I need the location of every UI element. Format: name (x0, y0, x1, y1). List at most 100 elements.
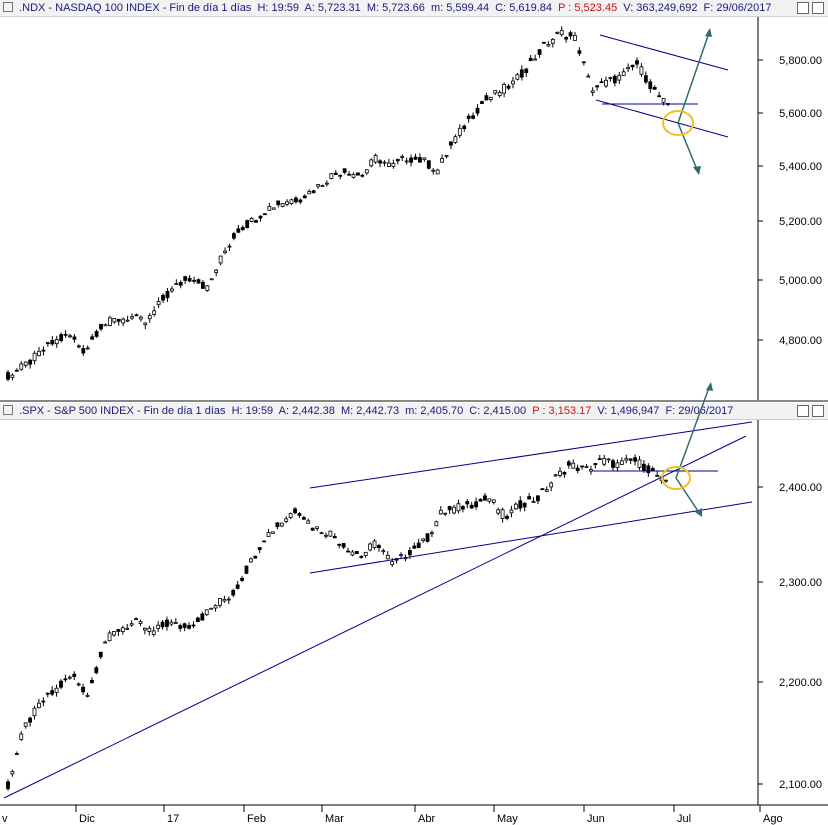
drag-handle-icon[interactable] (3, 2, 13, 12)
ndx-candle (621, 71, 626, 76)
ndx-candle (457, 127, 462, 136)
spx-candle (421, 538, 426, 542)
spx-candle (271, 531, 275, 534)
ndx-candle (413, 156, 418, 160)
spx-candle (456, 503, 461, 512)
ndx-candle (400, 156, 405, 159)
ndx-candle (356, 172, 360, 176)
spx-y-tick: 2,300.00 (779, 577, 822, 589)
ndx-candle (37, 350, 41, 357)
spx-candle (500, 509, 505, 519)
ndx-close: C: 5,619.84 (495, 2, 553, 14)
spx-candle (346, 550, 350, 553)
spx-candle (200, 613, 205, 621)
spx-candle (244, 565, 249, 574)
maximize-icon[interactable] (797, 2, 809, 14)
ndx-p: P : 5,523.45 (558, 2, 618, 14)
ndx-candle (364, 169, 369, 174)
spx-candle (324, 534, 328, 537)
ndx-candle (493, 90, 498, 94)
spx-low: m: 2,405.70 (405, 405, 464, 417)
ndx-candle (378, 160, 382, 164)
spx-candle (147, 627, 152, 632)
spx-candle (195, 617, 200, 622)
drag-handle-icon[interactable] (3, 405, 13, 415)
ndx-open: A: 5,723.31 (304, 2, 361, 14)
ndx-candle (200, 281, 205, 289)
ndx-candle (147, 315, 152, 320)
spx-candle (297, 513, 302, 516)
x-tick: Dic (79, 813, 95, 825)
ndx-candle (302, 195, 307, 199)
ndx-candle (94, 331, 99, 337)
ndx-candle (232, 233, 236, 239)
ndx-candle (294, 197, 298, 203)
ndx-candle (422, 157, 427, 160)
ndx-candle (564, 36, 569, 40)
spx-candle (452, 506, 456, 514)
ndx-candle (462, 125, 467, 130)
spx-candle (628, 458, 633, 461)
close-icon[interactable] (812, 405, 824, 417)
ndx-candle (59, 334, 64, 341)
maximize-icon[interactable] (797, 405, 809, 417)
ndx-candle (550, 38, 555, 44)
close-icon[interactable] (812, 2, 824, 14)
ndx-candle (187, 277, 192, 282)
ndx-candle (511, 80, 515, 85)
ndx-candle (196, 279, 201, 284)
spx-candle (173, 622, 178, 624)
ndx-candle (6, 372, 10, 380)
ndx-candle (635, 60, 639, 65)
ndx-candle (103, 324, 108, 327)
ndx-candle (125, 319, 130, 322)
ndx-up-arrowhead (705, 28, 712, 37)
ndx-candle (214, 269, 219, 273)
spx-candle (624, 458, 629, 461)
spx-candle (248, 558, 253, 563)
spx-candle (390, 561, 395, 566)
ndx-candle (276, 200, 281, 206)
ndx-candle (519, 69, 524, 78)
ndx-candle (329, 173, 334, 180)
ndx-candle (595, 85, 600, 88)
ndx-header: .NDX - NASDAQ 100 INDEX - Fin de día 1 d… (0, 0, 828, 17)
spx-candle (156, 624, 161, 629)
ndx-candle (657, 95, 662, 98)
spx-candle (222, 599, 227, 602)
spx-candle (293, 508, 297, 514)
spx-candle (385, 554, 390, 560)
x-tick: Abr (418, 813, 435, 825)
spx-candle (615, 462, 620, 469)
panel-divider[interactable] (0, 400, 828, 402)
spx-volume: V: 1,496,947 (597, 405, 660, 417)
ndx-candle (573, 35, 577, 41)
ndx-candle (54, 339, 59, 345)
spx-down-arrow (675, 477, 701, 515)
ndx-candle (249, 217, 254, 222)
spx-candle (562, 472, 567, 475)
ndx-candle (404, 160, 409, 163)
spx-candle (19, 733, 24, 740)
ndx-candle (183, 276, 188, 281)
ndx-candle (267, 206, 272, 211)
ndx-candle (480, 101, 484, 104)
spx-candle (301, 517, 306, 520)
spx-candle (359, 556, 364, 558)
ndx-candle (32, 352, 37, 362)
ndx-y-ticks: 5,800.00 5,600.00 5,400.00 5,200.00 5,00… (758, 55, 822, 347)
spx-candle (650, 468, 655, 471)
ndx-candle (497, 92, 502, 97)
spx-open: A: 2,442.38 (278, 405, 335, 417)
spx-candle (363, 551, 368, 556)
spx-candle (72, 673, 77, 677)
ndx-candle (617, 74, 622, 81)
ndx-candle (342, 168, 347, 173)
spx-candle (98, 651, 103, 658)
ndx-candle (130, 316, 134, 319)
x-tick: May (497, 813, 518, 825)
ndx-candle (45, 342, 50, 345)
spx-candle (253, 555, 258, 559)
spx-candle (637, 459, 642, 468)
spx-candle (642, 463, 646, 472)
